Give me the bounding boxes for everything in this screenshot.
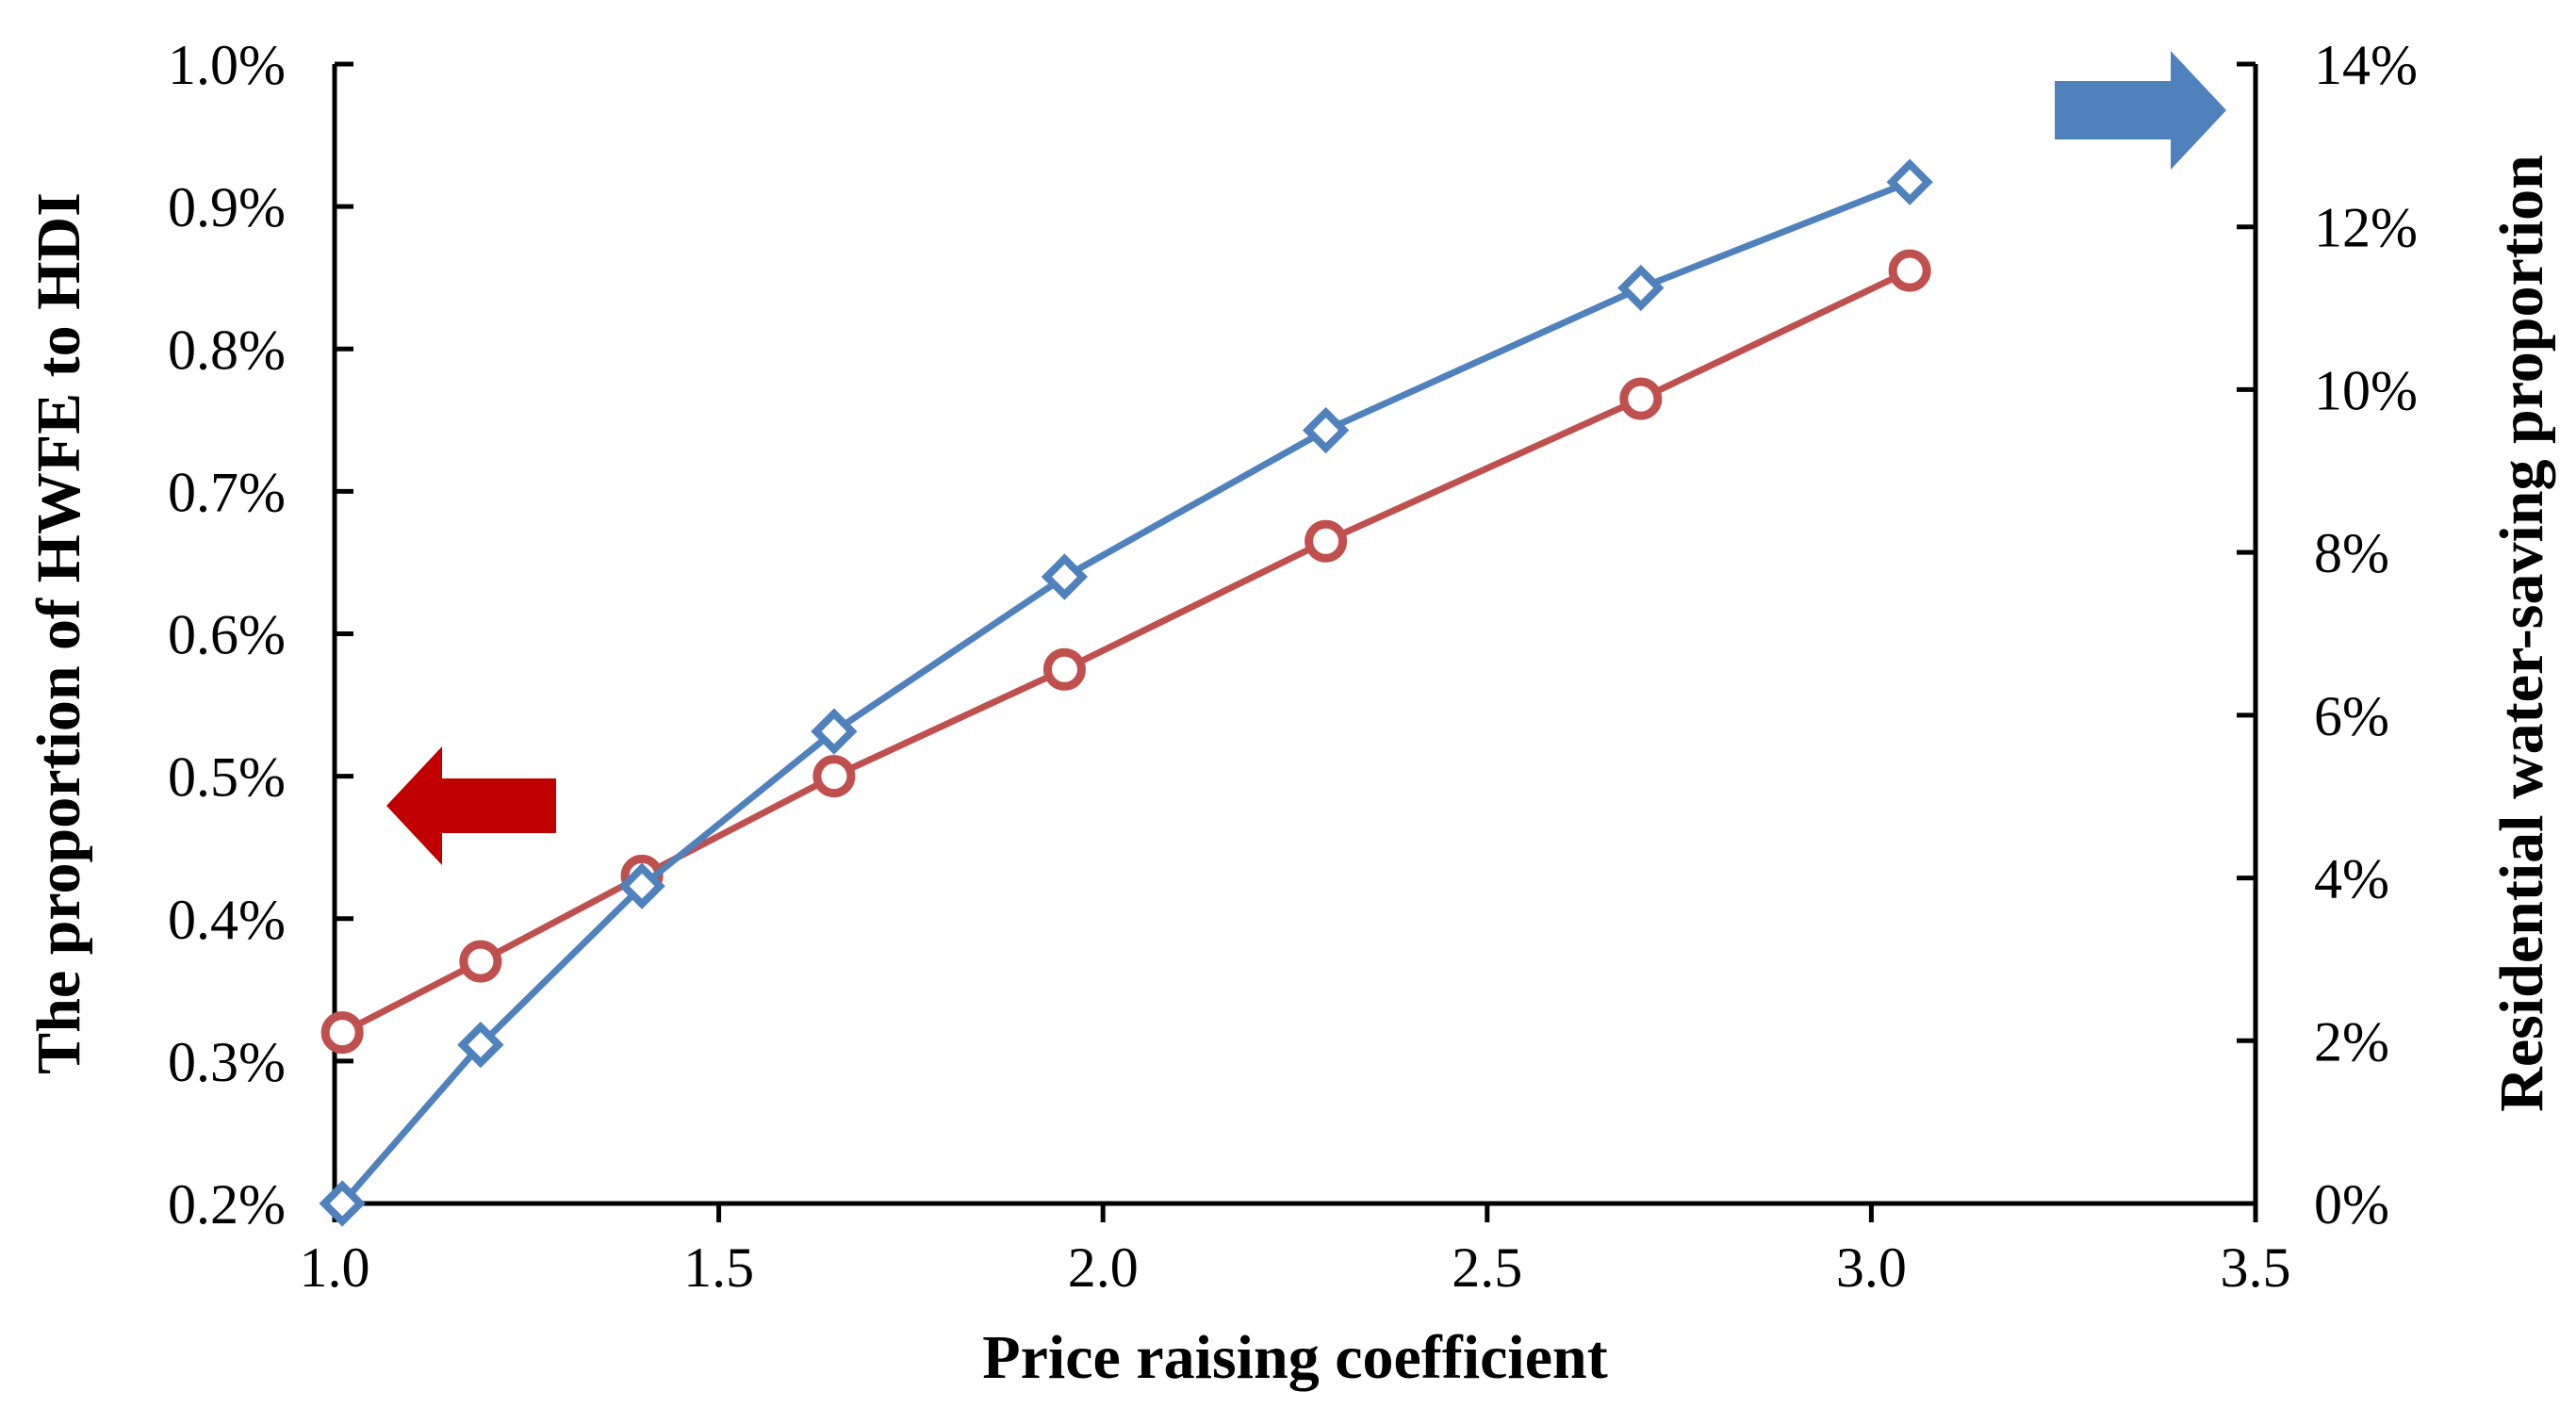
right-y-tick-label: 8%: [2314, 522, 2389, 584]
right-y-axis-title: Residential water-saving proportion: [2487, 155, 2556, 1112]
ticks: [332, 61, 2258, 1222]
data-point-diamond: [1302, 406, 1350, 454]
data-point-circle: [459, 940, 502, 983]
left-y-tick-label: 0.5%: [168, 746, 286, 809]
data-point-diamond: [1041, 553, 1089, 600]
x-tick-label: 1.5: [683, 1236, 754, 1299]
data-point-diamond: [618, 862, 665, 909]
series-hwfe-proportion: [320, 249, 1931, 1055]
x-tick-label: 3.5: [2221, 1236, 2291, 1299]
left-y-tick-label: 0.9%: [168, 176, 286, 238]
left-y-tick-label: 0.2%: [168, 1173, 286, 1236]
right-y-tick-label: 10%: [2314, 359, 2418, 421]
data-point-circle: [1042, 647, 1086, 691]
data-point-circle: [1619, 377, 1663, 420]
left-y-tick-label: 1.0%: [168, 34, 286, 96]
right-y-tick-label: 12%: [2314, 197, 2418, 259]
data-point-circle: [1304, 519, 1348, 563]
left-y-axis-title: The proportion of HWFE to HDI: [25, 192, 93, 1074]
left-y-tick-label: 0.4%: [168, 889, 286, 951]
series-line: [340, 267, 1911, 1036]
right-axis-arrow: [2055, 51, 2226, 170]
left-y-tick-label: 0.6%: [168, 604, 286, 666]
data-point-circle: [320, 1011, 364, 1055]
data-point-diamond: [457, 1021, 504, 1069]
x-tick-label: 2.5: [1452, 1236, 1522, 1299]
left-y-tick-label: 0.3%: [168, 1031, 286, 1093]
right-y-tick-label: 2%: [2314, 1010, 2389, 1072]
x-tick-label: 3.0: [1836, 1236, 1907, 1299]
right-y-tick-label: 0%: [2314, 1173, 2389, 1236]
data-point-diamond: [811, 708, 858, 755]
data-point-diamond: [1617, 264, 1665, 312]
left-y-tick-label: 0.7%: [168, 461, 286, 523]
data-point-circle: [812, 755, 856, 798]
data-point-diamond: [1886, 158, 1933, 205]
left-axis-arrow: [386, 746, 556, 865]
series-line: [339, 178, 1911, 1206]
x-tick-label: 1.0: [300, 1236, 370, 1299]
series-water-saving: [319, 158, 1933, 1227]
data-point-diamond: [319, 1180, 366, 1227]
x-tick-label: 2.0: [1068, 1236, 1139, 1299]
left-y-tick-label: 0.8%: [168, 319, 286, 381]
series-layer: [319, 158, 1933, 1227]
axis-arrows: [386, 51, 2226, 865]
x-axis-title: Price raising coefficient: [982, 1323, 1607, 1392]
right-y-tick-label: 6%: [2314, 685, 2389, 747]
right-y-tick-label: 14%: [2314, 34, 2418, 96]
axes: [332, 64, 2258, 1206]
data-point-circle: [1888, 249, 1931, 292]
tick-labels: 1.0 1.5 2.0 2.5 3.0 3.5 0.2% 0.3% 0.4% 0.5% 0.6% 0.…: [168, 34, 2418, 1299]
right-y-tick-label: 4%: [2314, 848, 2389, 910]
